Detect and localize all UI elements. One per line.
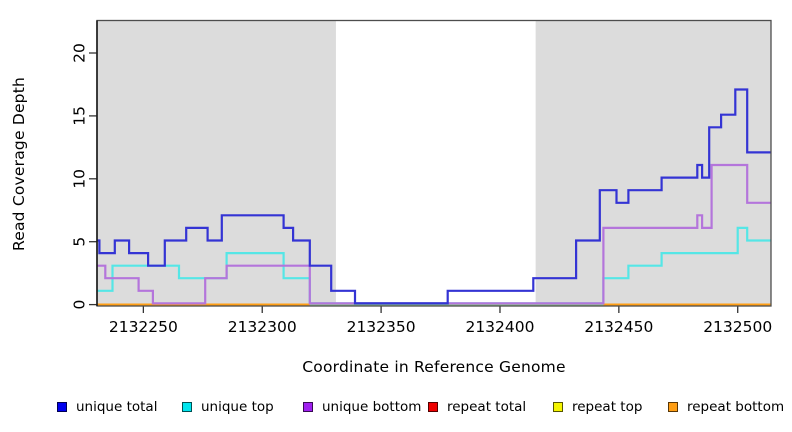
- unique-bottom-line: [97, 163, 771, 305]
- legend-label: unique total: [76, 399, 158, 415]
- y-axis-tick-label: 0: [70, 300, 88, 310]
- repeat-top-swatch-icon: [553, 402, 563, 412]
- legend-label: unique top: [201, 399, 274, 415]
- y-axis-title: Read Coverage Depth: [10, 76, 28, 252]
- legend-item-repeat-total: repeat total: [428, 399, 526, 415]
- x-axis-tick-label: 2132400: [465, 318, 534, 336]
- legend-item-repeat-top: repeat top: [553, 399, 642, 415]
- x-axis-tick-label: 2132500: [703, 318, 772, 336]
- x-axis-tick-label: 2132450: [584, 318, 653, 336]
- legend-item-repeat-bottom: repeat bottom: [668, 399, 784, 415]
- x-axis-tick-label: 2132250: [109, 318, 178, 336]
- x-axis-tick-label: 2132300: [228, 318, 297, 336]
- x-axis-tick-label: 2132350: [347, 318, 416, 336]
- y-axis-tick-label: 5: [70, 237, 88, 247]
- repeat-region-shading: [535, 21, 771, 306]
- legend-item-unique-bottom: unique bottom: [303, 399, 421, 415]
- y-axis-tick-label: 20: [70, 43, 88, 63]
- y-axis-tick-label: 10: [70, 169, 88, 189]
- legend-label: unique bottom: [322, 399, 422, 415]
- unique-total-swatch-icon: [57, 402, 67, 412]
- unique-top-swatch-icon: [182, 402, 192, 412]
- legend-item-unique-total: unique total: [57, 399, 157, 415]
- legend-item-unique-top: unique top: [182, 399, 274, 415]
- unique-bottom-swatch-icon: [303, 402, 313, 412]
- legend-label: repeat total: [447, 399, 527, 415]
- legend-label: repeat bottom: [687, 399, 785, 415]
- unique-total-line: [97, 88, 771, 305]
- repeat-bottom-swatch-icon: [668, 402, 678, 412]
- repeat-region-shading: [97, 21, 336, 306]
- repeat-total-swatch-icon: [428, 402, 438, 412]
- y-axis-tick-label: 15: [70, 106, 88, 126]
- x-axis-title: Coordinate in Reference Genome: [302, 358, 566, 376]
- legend-label: repeat top: [572, 399, 643, 415]
